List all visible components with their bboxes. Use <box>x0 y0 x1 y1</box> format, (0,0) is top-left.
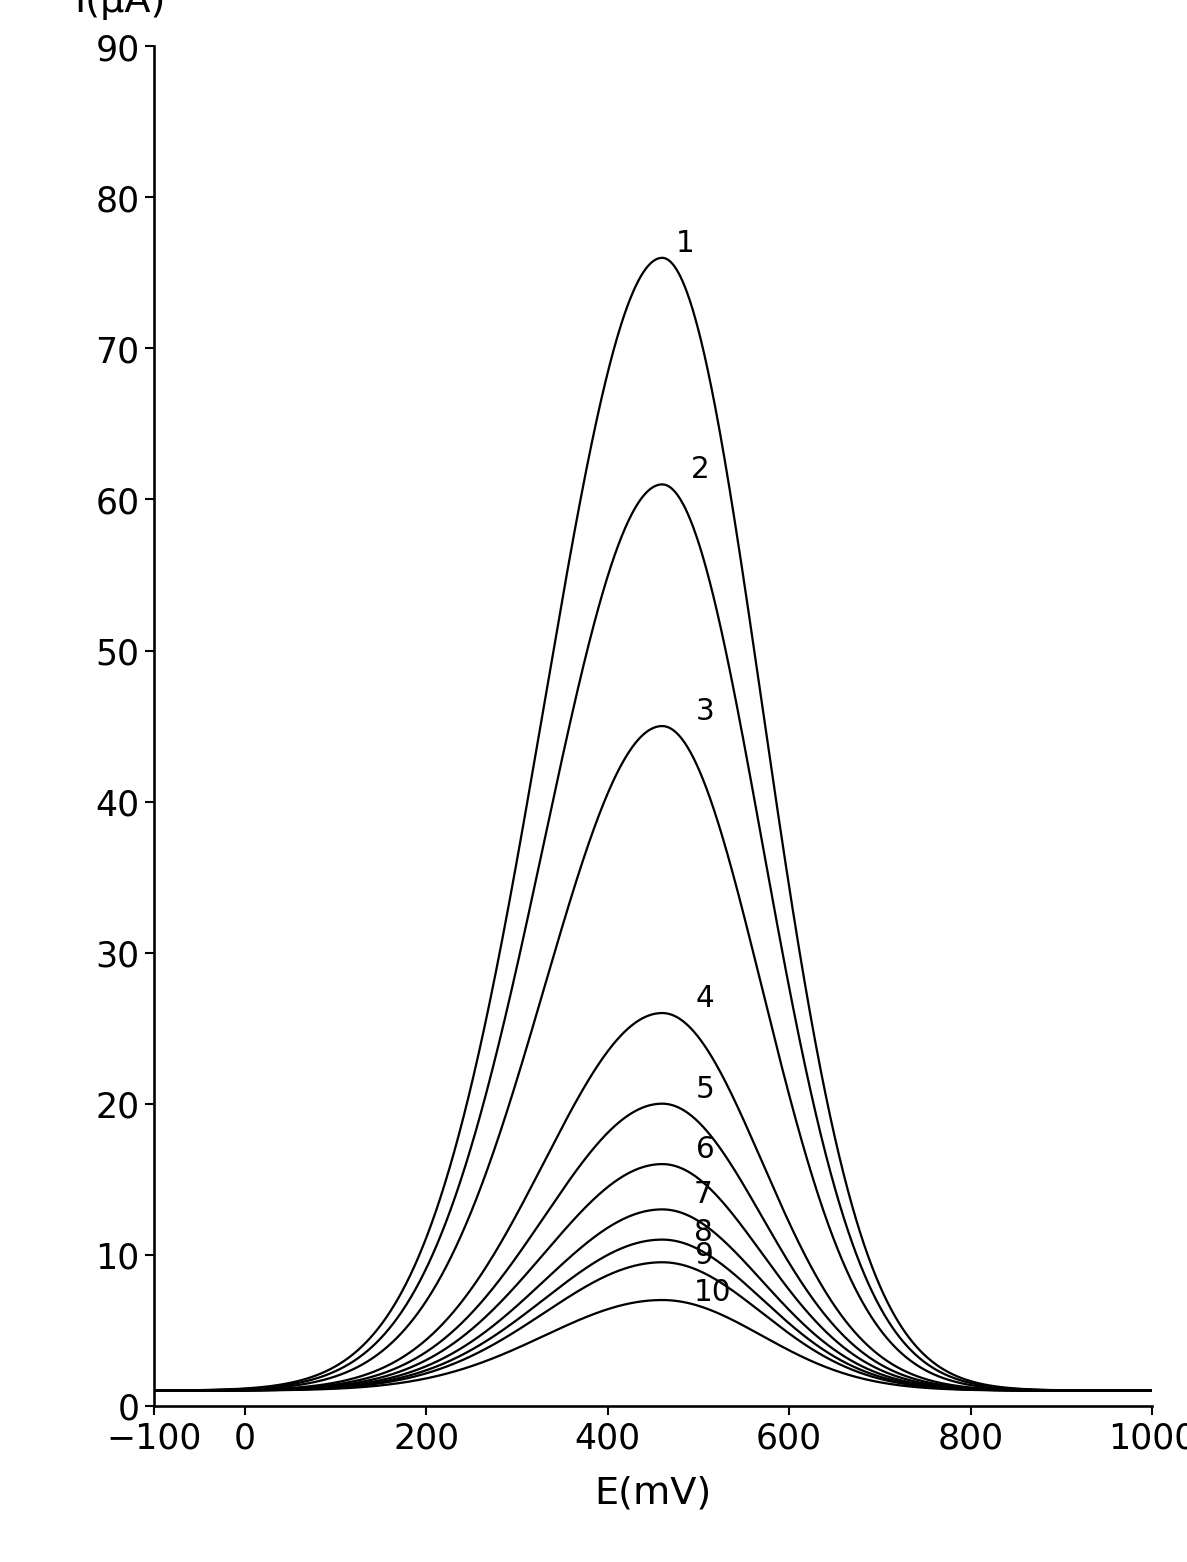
Text: 10: 10 <box>693 1278 731 1307</box>
Text: 7: 7 <box>693 1179 712 1209</box>
X-axis label: E(mV): E(mV) <box>595 1476 711 1512</box>
Text: 4: 4 <box>696 984 715 1012</box>
Y-axis label: I(μA): I(μA) <box>75 0 166 20</box>
Text: 6: 6 <box>696 1134 715 1164</box>
Text: 3: 3 <box>696 697 715 726</box>
Text: 1: 1 <box>675 228 694 258</box>
Text: 8: 8 <box>693 1218 712 1246</box>
Text: 2: 2 <box>691 455 710 484</box>
Text: 9: 9 <box>693 1240 712 1270</box>
Text: 5: 5 <box>696 1075 715 1103</box>
